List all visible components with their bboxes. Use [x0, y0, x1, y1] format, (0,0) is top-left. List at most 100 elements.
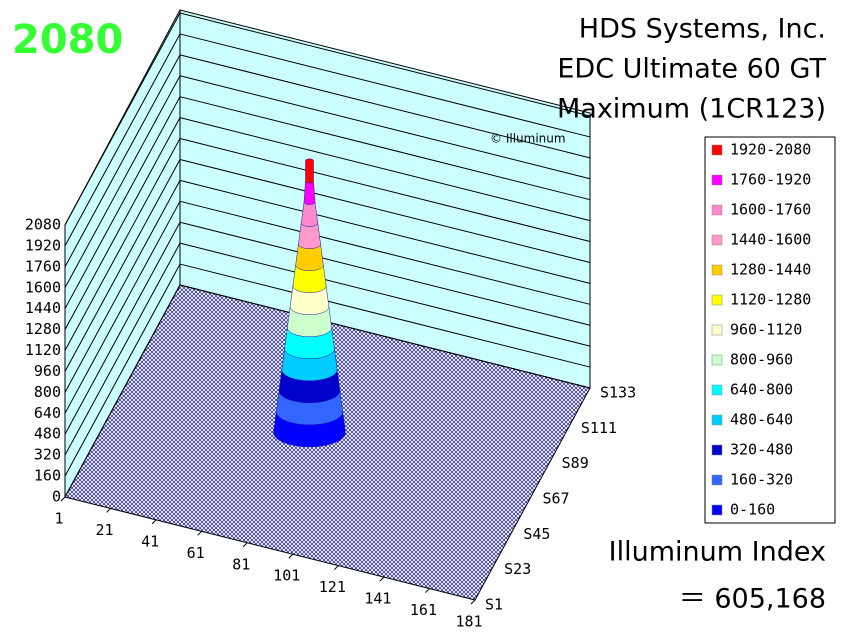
- index-value: ＝ 605,168: [679, 584, 826, 615]
- x-tick-label: 161: [410, 601, 437, 619]
- x-tick-label: 81: [232, 555, 250, 573]
- surface-band: [305, 158, 314, 184]
- grid-line: [179, 284, 591, 389]
- legend-swatch: [711, 354, 723, 366]
- z-tick-label: 1920: [25, 236, 61, 254]
- legend-label: 1280-1440: [730, 261, 811, 279]
- z-tick-label: 1440: [25, 299, 61, 317]
- legend-label: 640-800: [730, 381, 793, 399]
- z-tick-label: 1280: [25, 320, 61, 338]
- legend-label: 160-320: [730, 471, 793, 489]
- legend-swatch: [711, 504, 723, 516]
- x-tick-label: 61: [187, 544, 205, 562]
- grid-line: [179, 33, 591, 138]
- grid-line: [179, 221, 591, 326]
- legend-label: 1920-2080: [730, 141, 811, 159]
- grid-line: [179, 96, 591, 201]
- z-tick-label: 1120: [25, 341, 61, 359]
- y-tick-label: S45: [523, 525, 550, 543]
- legend-swatch: [711, 414, 723, 426]
- grid-line: [64, 221, 181, 435]
- grid-line: [64, 263, 181, 477]
- grid-line: [179, 12, 591, 117]
- grid-line: [64, 54, 181, 268]
- x-tick-label: 21: [96, 521, 114, 539]
- legend-label: 0-160: [730, 501, 775, 519]
- grid-line: [64, 242, 181, 456]
- legend-swatch: [711, 264, 723, 276]
- legend-label: 1760-1920: [730, 171, 811, 189]
- grid-line: [179, 158, 591, 263]
- x-tick: [197, 530, 203, 536]
- grid-line: [179, 117, 591, 222]
- y-tick-label: S89: [562, 454, 589, 472]
- x-tick-label: 1: [54, 510, 63, 528]
- z-tick-label: 640: [34, 404, 61, 422]
- legend-swatch: [711, 204, 723, 216]
- y-tick-label: S133: [600, 384, 636, 402]
- y-tick-label: S111: [581, 419, 617, 437]
- y-tick-label: S23: [504, 560, 531, 578]
- x-tick: [60, 496, 66, 502]
- x-tick: [242, 542, 248, 548]
- x-tick-label: 181: [455, 613, 482, 631]
- grid-line: [179, 54, 591, 159]
- z-tick-label: 480: [34, 425, 61, 443]
- legend-swatch: [711, 234, 723, 246]
- grid-line: [179, 200, 591, 305]
- y-tick-label: S1: [485, 596, 503, 614]
- x-tick-label: 41: [141, 532, 159, 550]
- x-tick-label: 121: [319, 578, 346, 596]
- grid-line: [64, 201, 181, 414]
- watermark: © Illuminum: [490, 132, 566, 146]
- grid-line: [179, 242, 591, 347]
- x-tick: [379, 576, 385, 582]
- grid-line: [179, 179, 591, 284]
- z-tick-label: 1600: [25, 278, 61, 296]
- title-line: HDS Systems, Inc.: [579, 14, 826, 45]
- grid-line: [64, 75, 181, 289]
- legend-swatch: [711, 144, 723, 156]
- x-tick: [288, 553, 294, 559]
- legend-label: 960-1120: [730, 321, 802, 339]
- peak-value: 2080: [12, 17, 123, 63]
- plot: 0 160 320 480 640 800 960 1120 1280 1440 1600 1760 1…: [25, 12, 636, 631]
- legend-label: 1600-1760: [730, 201, 811, 219]
- title-line: Maximum (1CR123): [557, 94, 826, 125]
- x-tick: [470, 599, 476, 605]
- legend-swatch: [711, 444, 723, 456]
- x-tick-label: 141: [364, 590, 391, 608]
- z-tick-label: 1760: [25, 257, 61, 275]
- legend-swatch: [711, 384, 723, 396]
- z-tick-label: 160: [34, 467, 61, 485]
- legend-swatch: [711, 324, 723, 336]
- legend-swatch: [711, 174, 723, 186]
- z-tick-label: 960: [34, 362, 61, 380]
- legend-label: 1440-1600: [730, 231, 811, 249]
- x-tick: [151, 519, 157, 525]
- legend-label: 480-640: [730, 411, 793, 429]
- z-tick-label: 800: [34, 383, 61, 401]
- grid-line: [179, 263, 591, 368]
- grid-line: [64, 180, 181, 393]
- x-tick: [106, 508, 111, 513]
- title-line: EDC Ultimate 60 GT: [557, 54, 826, 85]
- grid-line: [64, 159, 181, 372]
- legend-swatch: [711, 474, 723, 486]
- x-tick: [333, 565, 339, 571]
- index-label: Illuminum Index: [609, 537, 826, 568]
- grid-line: [64, 33, 181, 247]
- legend-swatch: [711, 294, 723, 306]
- grid-line: [64, 12, 181, 226]
- legend-label: 1120-1280: [730, 291, 811, 309]
- legend-label: 800-960: [730, 351, 793, 369]
- grid-line: [179, 75, 591, 180]
- grid-line: [64, 117, 181, 330]
- legend-label: 320-480: [730, 441, 793, 459]
- grid-line: [64, 284, 181, 498]
- grid-line: [179, 138, 591, 243]
- z-tick-label: 320: [34, 446, 61, 464]
- x-tick: [425, 588, 430, 593]
